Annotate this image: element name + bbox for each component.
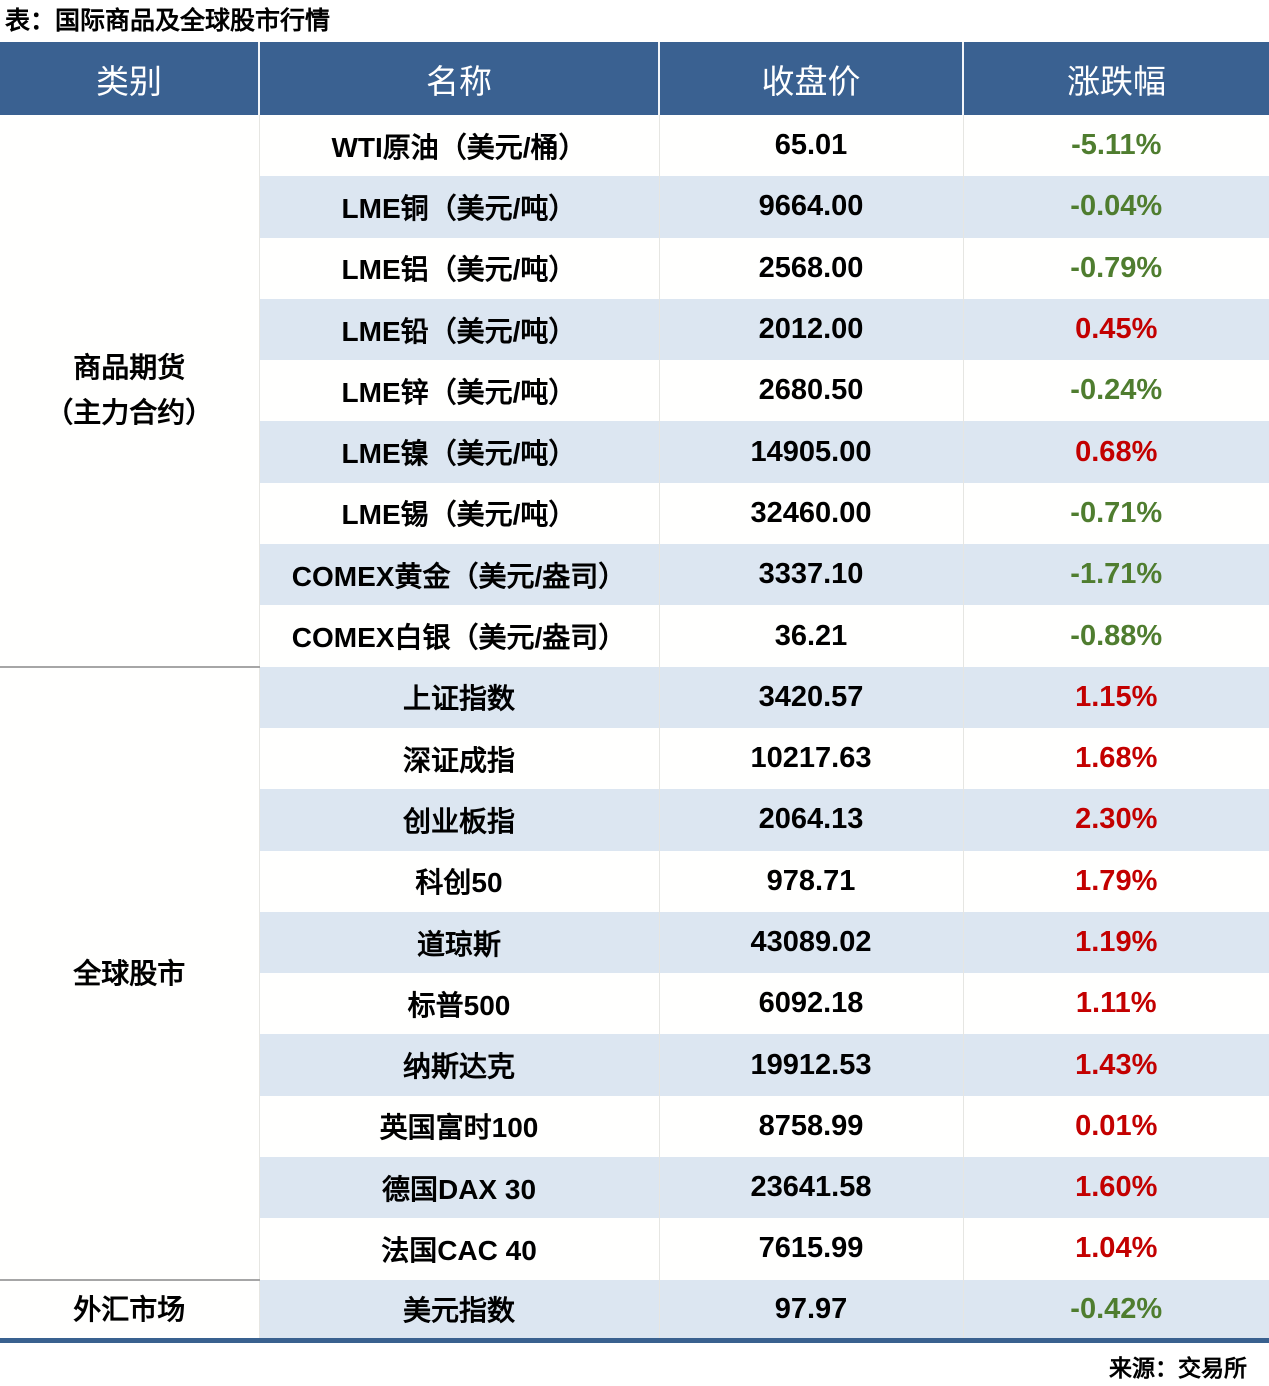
change-cell: -0.88% bbox=[962, 605, 1269, 667]
table-row: LME锡（美元/吨） 32460.00 -0.71% bbox=[0, 482, 1269, 545]
close-cell: 10217.63 bbox=[658, 727, 963, 790]
col-header-close: 收盘价 bbox=[658, 42, 963, 115]
table-row: 标普500 6092.18 1.11% bbox=[0, 973, 1269, 1035]
close-cell: 3337.10 bbox=[658, 544, 963, 606]
table-row: 科创50 978.71 1.79% bbox=[0, 850, 1269, 912]
change-cell: 1.43% bbox=[962, 1034, 1269, 1096]
table-title: 表：国际商品及全球股市行情 bbox=[5, 7, 331, 35]
name-cell: COMEX黄金（美元/盎司） bbox=[259, 544, 659, 606]
change-cell: -0.24% bbox=[962, 360, 1269, 422]
table-row: LME铅（美元/吨） 2012.00 0.45% bbox=[0, 298, 1269, 361]
col-header-change: 涨跌幅 bbox=[962, 42, 1269, 115]
name-cell: 英国富时100 bbox=[259, 1095, 659, 1158]
change-cell: 1.60% bbox=[962, 1157, 1269, 1219]
table-row: LME铝（美元/吨） 2568.00 -0.79% bbox=[0, 237, 1269, 299]
table-row: 法国CAC 40 7615.99 1.04% bbox=[0, 1218, 1269, 1280]
change-cell: -0.71% bbox=[962, 482, 1269, 545]
table-row: 创业板指 2064.13 2.30% bbox=[0, 789, 1269, 851]
change-cell: 1.04% bbox=[962, 1218, 1269, 1280]
change-cell: 0.45% bbox=[962, 298, 1269, 361]
table-row: 外汇市场 美元指数 97.97 -0.42% bbox=[0, 1278, 1269, 1341]
close-cell: 2012.00 bbox=[658, 298, 963, 361]
source-note: 来源：交易所 bbox=[1109, 1355, 1247, 1382]
close-cell: 2568.00 bbox=[658, 237, 963, 299]
table-row: COMEX黄金（美元/盎司） 3337.10 -1.71% bbox=[0, 544, 1269, 606]
table-row: 德国DAX 30 23641.58 1.60% bbox=[0, 1157, 1269, 1219]
close-cell: 19912.53 bbox=[658, 1034, 963, 1096]
category-cell-forex: 外汇市场 bbox=[0, 1278, 260, 1341]
col-header-category: 类别 bbox=[0, 42, 259, 115]
col-header-name: 名称 bbox=[258, 42, 659, 115]
change-cell: -0.79% bbox=[962, 237, 1269, 299]
change-cell: 0.01% bbox=[962, 1095, 1269, 1158]
table-body: 商品期货 （主力合约） WTI原油（美元/桶） 65.01 -5.11% LME… bbox=[0, 115, 1269, 1341]
change-cell: -0.42% bbox=[962, 1279, 1269, 1341]
table-row: 纳斯达克 19912.53 1.43% bbox=[0, 1034, 1269, 1096]
market-quotes-table: 类别 名称 收盘价 涨跌幅 商品期货 （主力合约） WTI原油（美元/桶） 65… bbox=[0, 42, 1269, 1344]
close-cell: 14905.00 bbox=[658, 421, 963, 483]
name-cell: 深证成指 bbox=[259, 727, 659, 790]
close-cell: 23641.58 bbox=[658, 1157, 963, 1219]
table-row: 道琼斯 43089.02 1.19% bbox=[0, 911, 1269, 974]
change-cell: 1.15% bbox=[962, 666, 1269, 728]
name-cell: 标普500 bbox=[259, 973, 659, 1035]
header-row: 类别 名称 收盘价 涨跌幅 bbox=[0, 42, 1269, 115]
name-cell: LME铜（美元/吨） bbox=[259, 176, 659, 238]
change-cell: -5.11% bbox=[962, 115, 1269, 177]
name-cell: LME镍（美元/吨） bbox=[259, 421, 659, 483]
change-cell: 1.19% bbox=[962, 911, 1269, 974]
table-row: 全球股市 上证指数 3420.57 1.15% bbox=[0, 665, 1269, 1280]
table-header: 类别 名称 收盘价 涨跌幅 bbox=[0, 42, 1269, 115]
change-cell: 1.68% bbox=[962, 727, 1269, 790]
change-cell: 1.79% bbox=[962, 850, 1269, 912]
change-cell: 2.30% bbox=[962, 789, 1269, 851]
name-cell: LME锡（美元/吨） bbox=[259, 482, 659, 545]
close-cell: 65.01 bbox=[658, 115, 963, 177]
change-cell: 1.11% bbox=[962, 973, 1269, 1035]
close-cell: 7615.99 bbox=[658, 1218, 963, 1280]
change-cell: 0.68% bbox=[962, 421, 1269, 483]
category-cell-global-stocks: 全球股市 bbox=[0, 665, 260, 1280]
close-cell: 978.71 bbox=[658, 850, 963, 912]
category-label-line: 商品期货 bbox=[73, 352, 186, 384]
close-cell: 2064.13 bbox=[658, 789, 963, 851]
category-cell-commodity-futures: 商品期货 （主力合约） bbox=[0, 115, 260, 667]
table-row: LME铜（美元/吨） 9664.00 -0.04% bbox=[0, 176, 1269, 238]
table-row: 深证成指 10217.63 1.68% bbox=[0, 727, 1269, 790]
table-row: 英国富时100 8758.99 0.01% bbox=[0, 1095, 1269, 1158]
category-label-line: 全球股市 bbox=[73, 957, 186, 989]
name-cell: LME铝（美元/吨） bbox=[259, 237, 659, 299]
name-cell: 美元指数 bbox=[259, 1279, 659, 1341]
category-label-line: （主力合约） bbox=[45, 397, 214, 429]
name-cell: 创业板指 bbox=[259, 789, 659, 851]
name-cell: 法国CAC 40 bbox=[259, 1218, 659, 1280]
change-cell: -1.71% bbox=[962, 544, 1269, 606]
close-cell: 3420.57 bbox=[658, 666, 963, 728]
close-cell: 6092.18 bbox=[658, 973, 963, 1035]
table-row: LME镍（美元/吨） 14905.00 0.68% bbox=[0, 421, 1269, 483]
close-cell: 32460.00 bbox=[658, 482, 963, 545]
name-cell: WTI原油（美元/桶） bbox=[259, 115, 659, 177]
close-cell: 36.21 bbox=[658, 605, 963, 667]
table-row: 商品期货 （主力合约） WTI原油（美元/桶） 65.01 -5.11% bbox=[0, 115, 1269, 667]
close-cell: 43089.02 bbox=[658, 911, 963, 974]
name-cell: 道琼斯 bbox=[259, 911, 659, 974]
close-cell: 2680.50 bbox=[658, 360, 963, 422]
category-label-line: 外汇市场 bbox=[73, 1294, 186, 1326]
name-cell: 科创50 bbox=[259, 850, 659, 912]
name-cell: 德国DAX 30 bbox=[259, 1157, 659, 1219]
change-cell: -0.04% bbox=[962, 176, 1269, 238]
name-cell: LME铅（美元/吨） bbox=[259, 298, 659, 361]
name-cell: COMEX白银（美元/盎司） bbox=[259, 605, 659, 667]
close-cell: 97.97 bbox=[658, 1279, 963, 1341]
close-cell: 8758.99 bbox=[658, 1095, 963, 1158]
table-row: LME锌（美元/吨） 2680.50 -0.24% bbox=[0, 360, 1269, 422]
table-row: COMEX白银（美元/盎司） 36.21 -0.88% bbox=[0, 605, 1269, 667]
name-cell: 上证指数 bbox=[259, 666, 659, 728]
name-cell: LME锌（美元/吨） bbox=[259, 360, 659, 422]
name-cell: 纳斯达克 bbox=[259, 1034, 659, 1096]
close-cell: 9664.00 bbox=[658, 176, 963, 238]
